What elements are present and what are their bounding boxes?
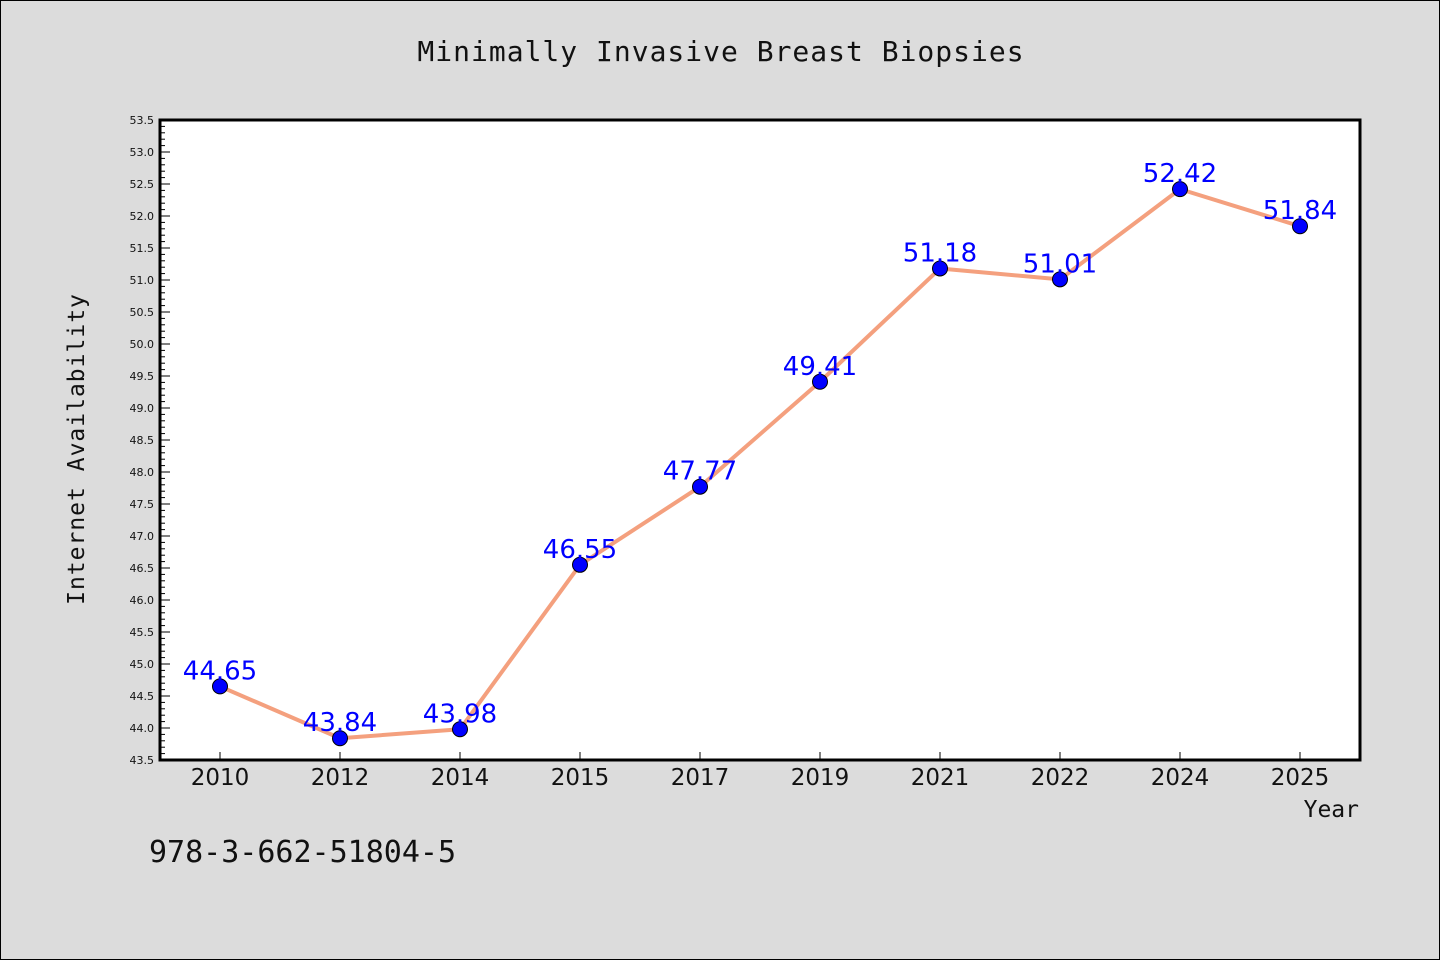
data-label: 44.65 xyxy=(183,656,257,686)
y-tick-label: 49.0 xyxy=(130,402,155,415)
y-tick-label: 46.5 xyxy=(130,562,155,575)
data-point xyxy=(572,556,588,573)
y-tick-label: 52.5 xyxy=(130,178,155,191)
y-tick-label: 46.0 xyxy=(130,594,155,607)
y-tick-label: 50.5 xyxy=(130,306,155,319)
plot-area xyxy=(160,120,1360,760)
isbn-footnote: 978-3-662-51804-5 xyxy=(149,835,457,870)
x-tick-label: 2015 xyxy=(551,765,610,791)
data-point xyxy=(812,373,828,390)
y-tick-label: 52.0 xyxy=(130,210,155,223)
data-point xyxy=(1292,218,1308,235)
y-tick-label: 43.5 xyxy=(130,754,155,767)
data-point xyxy=(932,260,948,277)
y-tick-label: 47.5 xyxy=(130,498,155,511)
chart-title: Minimally Invasive Breast Biopsies xyxy=(417,35,1025,68)
x-tick-label: 2014 xyxy=(431,765,490,791)
y-tick-label: 48.5 xyxy=(130,434,155,447)
data-label: 51.84 xyxy=(1263,196,1337,226)
x-tick-label: 2010 xyxy=(191,765,250,791)
data-label: 46.55 xyxy=(543,535,617,565)
x-tick-label: 2017 xyxy=(671,765,730,791)
y-tick-label: 50.0 xyxy=(130,338,155,351)
data-label: 43.98 xyxy=(423,699,497,729)
data-point xyxy=(1172,181,1188,198)
data-point xyxy=(452,721,468,738)
data-point xyxy=(1052,271,1068,288)
data-label: 51.18 xyxy=(903,238,977,268)
y-tick-label: 47.0 xyxy=(130,530,155,543)
data-label: 49.41 xyxy=(783,352,857,382)
y-tick-label: 49.5 xyxy=(130,370,155,383)
x-axis-label: Year xyxy=(1303,797,1359,823)
y-tick-label: 45.0 xyxy=(130,658,155,671)
x-tick-label: 2012 xyxy=(311,765,370,791)
data-label: 47.77 xyxy=(663,457,737,487)
y-tick-label: 48.0 xyxy=(130,466,155,479)
data-point xyxy=(212,678,228,695)
data-point xyxy=(332,730,348,747)
y-tick-label: 44.5 xyxy=(130,690,155,703)
x-tick-label: 2022 xyxy=(1031,765,1090,791)
y-tick-label: 53.0 xyxy=(130,146,155,159)
data-label: 43.84 xyxy=(303,708,377,738)
x-tick-label: 2024 xyxy=(1151,765,1210,791)
data-label: 52.42 xyxy=(1143,159,1217,189)
y-tick-label: 51.5 xyxy=(130,242,155,255)
data-label: 51.01 xyxy=(1023,249,1097,279)
y-tick-label: 45.5 xyxy=(130,626,155,639)
y-tick-label: 53.5 xyxy=(130,114,155,127)
x-tick-label: 2019 xyxy=(791,765,850,791)
data-point xyxy=(692,478,708,495)
x-tick-label: 2025 xyxy=(1271,765,1330,791)
y-tick-label: 51.0 xyxy=(130,274,155,287)
y-tick-label: 44.0 xyxy=(130,722,155,735)
series-line xyxy=(218,187,1302,741)
plot-border xyxy=(158,118,1362,762)
x-tick-label: 2021 xyxy=(911,765,970,791)
